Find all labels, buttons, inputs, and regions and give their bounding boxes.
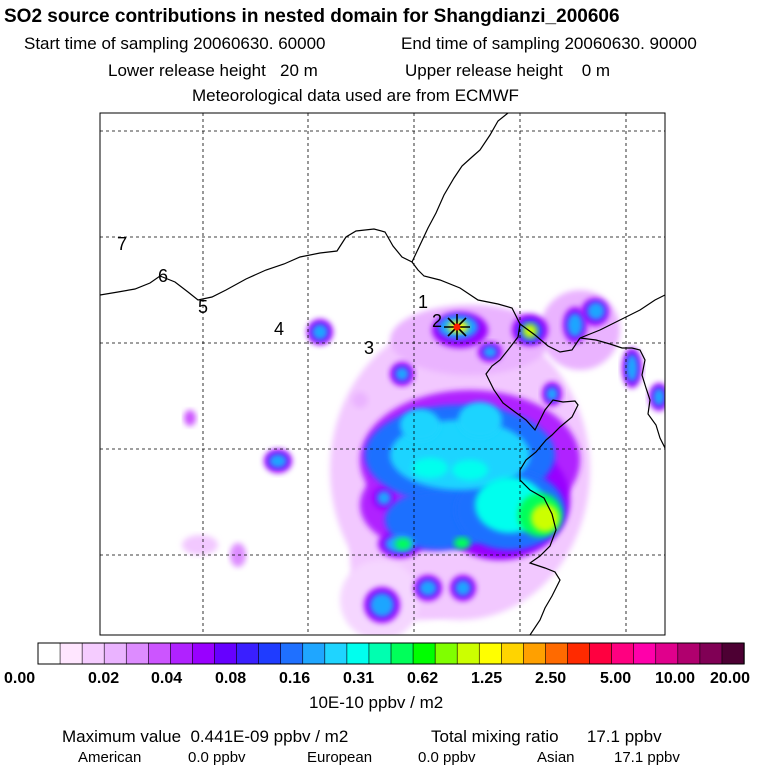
plume-patch xyxy=(400,409,440,441)
trajectory-label-2: 2 xyxy=(432,311,442,331)
colorbar-tick-11: 20.00 xyxy=(710,670,751,687)
colorbar-tick-6: 0.62 xyxy=(407,670,439,687)
colorbar-unit: 10E-10 ppbv / m2 xyxy=(309,693,444,712)
plume-patch xyxy=(455,580,471,596)
colorbar-tick-4: 0.16 xyxy=(279,670,311,687)
plume-patch xyxy=(312,324,328,340)
trajectory-label-3: 3 xyxy=(364,338,374,358)
met-data-label: Meteorological data used are from ECMWF xyxy=(192,86,519,105)
trajectory-label-5: 5 xyxy=(198,297,208,317)
plume-patch xyxy=(458,402,502,438)
concentration-field xyxy=(182,290,665,635)
plume-patch xyxy=(531,504,559,532)
lat-lon-grid xyxy=(100,113,665,635)
plume-patch xyxy=(370,593,394,617)
american-label: American xyxy=(78,749,142,766)
plume-patch xyxy=(182,535,218,555)
plume-patch xyxy=(395,367,409,381)
plume-patch xyxy=(546,387,558,401)
plume-patch xyxy=(653,388,665,406)
plume-patch xyxy=(395,538,411,550)
star-icon xyxy=(444,314,470,340)
map-frame xyxy=(99,112,666,636)
colorbar-tick-3: 0.08 xyxy=(215,670,247,687)
coastline xyxy=(100,228,579,635)
trajectory-label-1: 1 xyxy=(418,292,428,312)
colorbar-tick-7: 1.25 xyxy=(471,670,503,687)
european-label: European xyxy=(307,749,373,766)
coastline-bay xyxy=(519,323,581,353)
end-time-label: End time of sampling 20060630. 90000 xyxy=(401,34,697,53)
lower-release-label: Lower release height 20 m xyxy=(108,61,318,80)
plume-patch xyxy=(587,302,605,320)
plume-patch xyxy=(184,410,196,426)
asian-value: 17.1 ppbv xyxy=(614,749,680,766)
plume-patch xyxy=(626,354,638,382)
colorbar-tick-2: 0.04 xyxy=(151,670,183,687)
colorbar-tick-0: 0.00 xyxy=(4,670,36,687)
trajectory-label-7: 7 xyxy=(117,234,127,254)
plume-patch xyxy=(269,454,287,468)
plume-patch xyxy=(452,460,488,480)
colorbar-tick-9: 5.00 xyxy=(600,670,632,687)
asian-label: Asian xyxy=(537,749,575,766)
trajectory-label-4: 4 xyxy=(274,319,284,339)
colorbar-tick-10: 10.00 xyxy=(655,670,696,687)
plume-patch xyxy=(377,491,391,505)
colorbar-tick-8: 2.50 xyxy=(535,670,567,687)
european-value: 0.0 ppbv xyxy=(418,749,476,766)
total-mixing-ratio-label: Total mixing ratio 17.1 ppbv xyxy=(431,727,662,746)
plume-patch xyxy=(454,537,470,549)
coastline-north xyxy=(411,113,509,263)
plume-patch xyxy=(483,346,497,358)
coastline-east xyxy=(579,337,665,449)
american-value: 0.0 ppbv xyxy=(188,749,246,766)
colorbar-tick-5: 0.31 xyxy=(343,670,375,687)
plume-patch xyxy=(567,313,583,337)
upper-release-label: Upper release height 0 m xyxy=(405,61,611,80)
start-time-label: Start time of sampling 20060630. 60000 xyxy=(24,34,326,53)
colorbar-tick-1: 0.02 xyxy=(88,670,120,687)
source-contribution-map: 1 2 3 4 5 6 7 xyxy=(99,112,666,636)
plume-patch xyxy=(352,392,368,408)
plume-patch xyxy=(419,580,437,596)
trajectory-label-6: 6 xyxy=(158,266,168,286)
map-title: SO2 source contributions in nested domai… xyxy=(4,6,620,27)
maximum-value-label: Maximum value 0.441E-09 ppbv / m2 xyxy=(62,727,349,746)
plume-patch xyxy=(412,458,448,478)
coastline-korea xyxy=(579,294,665,339)
